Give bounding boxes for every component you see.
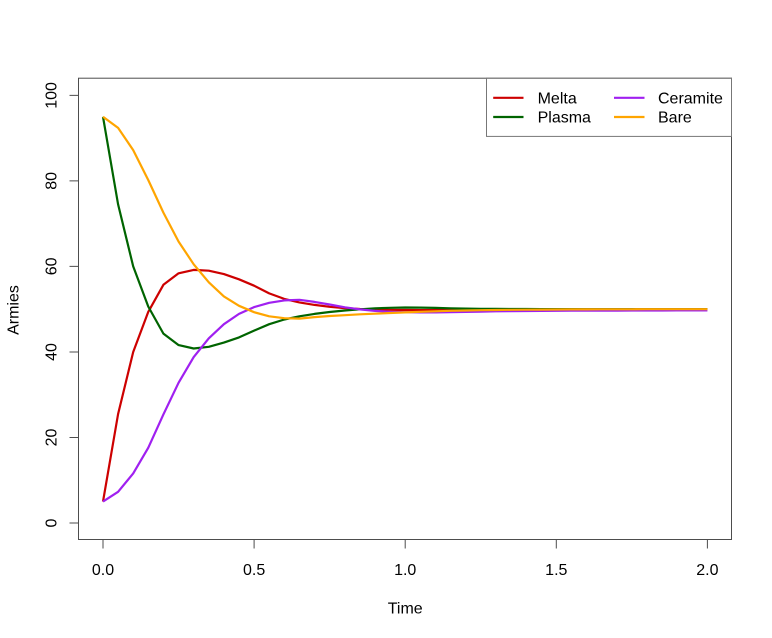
svg-text:20: 20 — [43, 429, 60, 447]
svg-text:0.0: 0.0 — [92, 562, 114, 579]
svg-text:0.5: 0.5 — [243, 562, 265, 579]
svg-text:0: 0 — [43, 518, 60, 527]
svg-text:Plasma: Plasma — [538, 110, 591, 127]
svg-text:2.0: 2.0 — [696, 562, 718, 579]
svg-text:80: 80 — [43, 172, 60, 190]
svg-text:1.5: 1.5 — [545, 562, 567, 579]
svg-text:Time: Time — [388, 601, 423, 618]
svg-text:1.0: 1.0 — [394, 562, 416, 579]
svg-text:Ceramite: Ceramite — [658, 90, 723, 107]
svg-text:Bare: Bare — [658, 110, 692, 127]
svg-text:Melta: Melta — [538, 90, 577, 107]
svg-text:100: 100 — [43, 82, 60, 109]
svg-text:Armies: Armies — [6, 285, 23, 335]
svg-text:40: 40 — [43, 343, 60, 361]
svg-text:60: 60 — [43, 257, 60, 275]
